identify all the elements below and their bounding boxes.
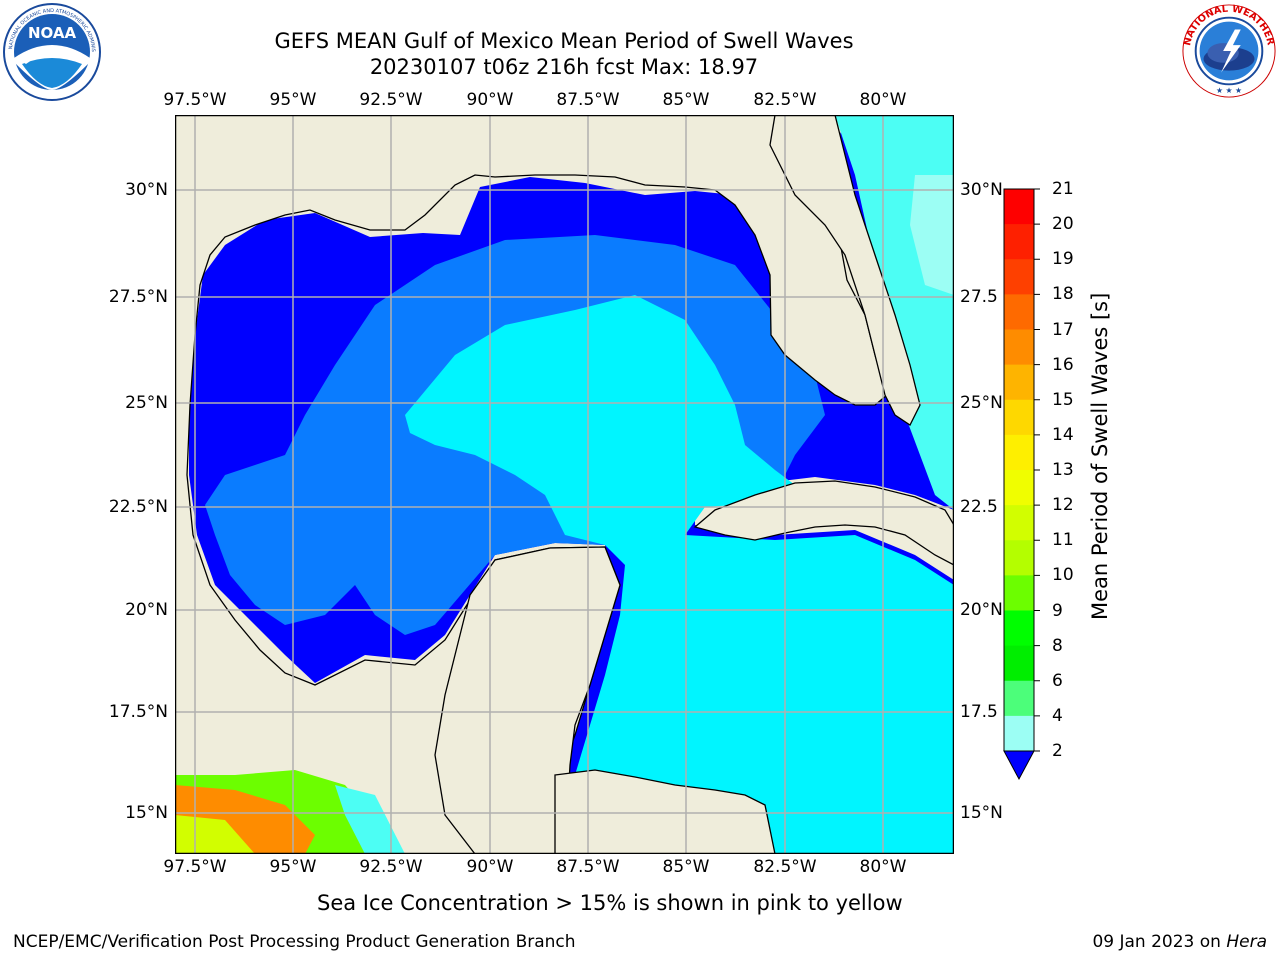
colorbar-segment: [1004, 505, 1034, 541]
colorbar-tick-label: 21: [1052, 179, 1074, 199]
colorbar-segment: [1004, 364, 1034, 401]
central-america: [554, 769, 776, 854]
colorbar-tick-label: 12: [1052, 495, 1074, 516]
colorbar-segment: [1004, 189, 1034, 225]
footer-machine: Hera: [1226, 932, 1267, 952]
lon-label-top: 97.5°W: [163, 90, 227, 110]
colorbar-segment: [1004, 540, 1034, 576]
lat-label-left: 22.5°N: [108, 497, 168, 517]
lon-label-bottom: 95°W: [269, 857, 317, 877]
colorbar: [1003, 188, 1040, 781]
lon-label-bottom: 85°W: [662, 857, 710, 877]
colorbar-segment: [1004, 680, 1034, 717]
pacific-water-cyan: [335, 785, 405, 854]
lon-label-top: 82.5°W: [753, 90, 817, 110]
colorbar-tick-label: 11: [1052, 530, 1074, 551]
graticule: [175, 115, 954, 854]
lat-label-right: 20°N: [960, 600, 1003, 620]
lon-label-bottom: 90°W: [466, 857, 514, 877]
colorbar-tick-label: 14: [1052, 424, 1074, 445]
colorbar-tick-label: 2: [1052, 741, 1063, 761]
lon-label-bottom: 80°W: [859, 857, 907, 877]
colorbar-tick-label: 9: [1052, 600, 1063, 621]
colorbar-segment: [1004, 224, 1034, 260]
lat-label-right: 22.5: [960, 497, 998, 517]
colorbar-segment: [1004, 259, 1034, 295]
lat-label-right: 30°N: [960, 180, 1003, 200]
lon-label-top: 90°W: [466, 90, 514, 110]
colorbar-segment: [1004, 645, 1034, 682]
lat-label-left: 30°N: [125, 180, 168, 200]
map-plot: [175, 115, 954, 854]
lon-label-top: 95°W: [269, 90, 317, 110]
lat-label-left: 25°N: [125, 393, 168, 413]
footer-credit: NCEP/EMC/Verification Post Processing Pr…: [13, 932, 576, 952]
colorbar-tick-label: 6: [1052, 670, 1063, 691]
colorbar-segment: [1004, 470, 1034, 506]
colorbar-tick-label: 8: [1052, 635, 1063, 656]
lon-label-bottom: 97.5°W: [163, 857, 227, 877]
lat-label-left: 20°N: [125, 600, 168, 620]
lon-label-bottom: 82.5°W: [753, 857, 817, 877]
colorbar-segment: [1004, 434, 1034, 471]
colorbar-segment: [1004, 329, 1034, 366]
colorbar-tick-label: 13: [1052, 460, 1074, 480]
lat-label-right: 17.5: [960, 702, 998, 722]
colorbar-segment: [1004, 575, 1034, 611]
colorbar-segment: [1004, 399, 1034, 436]
lat-label-right: 25°N: [960, 393, 1003, 413]
lon-label-top: 85°W: [662, 90, 710, 110]
lon-label-top: 92.5°W: [359, 90, 423, 110]
colorbar-segment: [1004, 610, 1034, 647]
chart-title-line2: 20230107 t06z 216h fcst Max: 18.97: [369, 55, 759, 79]
atlantic-water-light: [910, 175, 954, 295]
svg-text:NOAA: NOAA: [28, 24, 77, 42]
colorbar-tick-label: 20: [1052, 214, 1074, 235]
colorbar-tick-label: 17: [1052, 319, 1074, 340]
noaa-logo-icon: NOAA NATIONAL OCEANIC AND ATMOSPHERIC AD…: [2, 2, 101, 101]
colorbar-tick-label: 10: [1052, 565, 1074, 586]
colorbar-segment: [1004, 294, 1034, 330]
lat-label-left: 27.5°N: [108, 287, 168, 307]
lon-label-top: 80°W: [859, 90, 907, 110]
lat-label-right: 27.5: [960, 287, 998, 307]
colorbar-extend: [1003, 750, 1035, 781]
colorbar-segment: [1004, 715, 1034, 752]
lon-label-top: 87.5°W: [556, 90, 620, 110]
colorbar-tick-label: 18: [1052, 284, 1074, 305]
chart-title-line1: GEFS MEAN Gulf of Mexico Mean Period of …: [274, 29, 854, 53]
lon-label-bottom: 87.5°W: [556, 857, 620, 877]
gulf-water-long-swell: [405, 295, 954, 854]
lat-label-left: 15°N: [125, 803, 168, 823]
footer-date: 09 Jan 2023 on Hera: [1092, 932, 1267, 952]
colorbar-tick-label: 16: [1052, 354, 1074, 375]
sea-ice-note: Sea Ice Concentration > 15% is shown in …: [317, 891, 903, 915]
svg-text:★ ★ ★: ★ ★ ★: [1216, 86, 1242, 95]
nws-logo-icon: NATIONAL WEATHER SERVICE ★ ★ ★: [1180, 2, 1276, 98]
lat-label-left: 17.5°N: [108, 702, 168, 722]
yucatan-peninsula: [434, 546, 621, 854]
footer-date-text: 09 Jan 2023 on: [1092, 932, 1227, 952]
colorbar-label: Mean Period of Swell Waves [s]: [1088, 292, 1112, 620]
colorbar-tick-label: 4: [1052, 705, 1063, 726]
map-frame: [175, 115, 954, 854]
colorbar-tick-label: 19: [1052, 249, 1074, 270]
lat-label-right: 15°N: [960, 803, 1003, 823]
colorbar-tick-label: 15: [1052, 389, 1074, 410]
lon-label-bottom: 92.5°W: [359, 857, 423, 877]
